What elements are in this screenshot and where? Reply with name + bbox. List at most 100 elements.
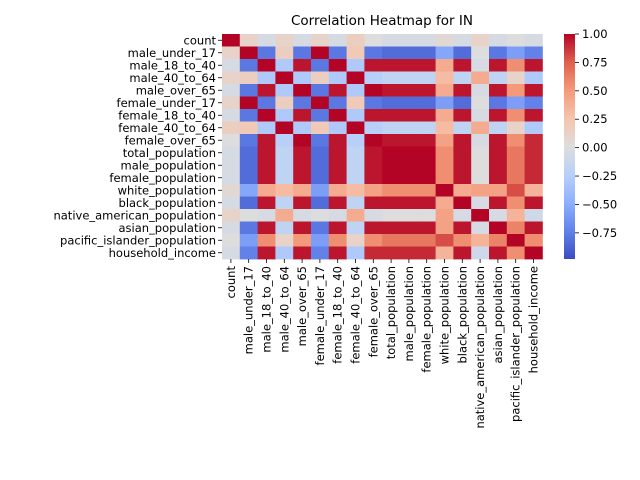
heatmap-cell-white_population-female_40_to_64 bbox=[346, 184, 365, 197]
heatmap-cell-male_40_to_64-male_40_to_64 bbox=[275, 71, 294, 85]
heatmap-cell-male_over_65-female_population bbox=[417, 84, 436, 97]
heatmap-cell-female_40_to_64-pacific_islander_population bbox=[506, 121, 525, 135]
heatmap-cell-female_40_to_64-asian_population bbox=[489, 121, 508, 135]
heatmap-cell-male_over_65-total_population bbox=[382, 84, 401, 97]
heatmap-cell-female_population-native_american_population bbox=[471, 171, 490, 185]
heatmap-cell-male_over_65-male_population bbox=[400, 84, 419, 97]
x-tick-label-female_over_65: female_over_65 bbox=[366, 266, 380, 357]
heatmap-cell-pacific_islander_population-female_population bbox=[417, 234, 436, 247]
heatmap-cell-male_population-asian_population bbox=[489, 159, 508, 172]
heatmap-cell-count-asian_population bbox=[489, 34, 508, 47]
heatmap-cell-female_under_17-male_population bbox=[400, 96, 419, 110]
heatmap-cell-male_under_17-pacific_islander_population bbox=[506, 46, 525, 60]
heatmap-cell-female_population-count bbox=[222, 171, 241, 185]
heatmap-cell-male_40_to_64-male_18_to_40 bbox=[257, 71, 276, 85]
heatmap-cell-count-male_under_17 bbox=[239, 34, 258, 47]
heatmap-cell-female_18_to_40-male_over_65 bbox=[293, 109, 312, 122]
y-tick-label-female_40_to_64: female_40_to_64 bbox=[118, 121, 216, 135]
heatmap-cell-male_40_to_64-count bbox=[222, 71, 241, 85]
heatmap-cell-total_population-male_under_17 bbox=[239, 146, 258, 160]
heatmap-cell-black_population-household_income bbox=[524, 196, 543, 210]
heatmap-cell-male_population-male_40_to_64 bbox=[275, 159, 294, 172]
heatmap-cell-female_18_to_40-female_over_65 bbox=[364, 109, 383, 122]
heatmap-cell-total_population-male_population bbox=[400, 146, 419, 160]
heatmap-cell-male_40_to_64-male_over_65 bbox=[293, 71, 312, 85]
colorbar-tick-label: 0.25 bbox=[582, 112, 608, 126]
x-tick-label-male_population: male_population bbox=[402, 266, 416, 361]
heatmap-cell-male_18_to_40-male_18_to_40 bbox=[257, 59, 276, 72]
heatmap-cell-female_18_to_40-male_under_17 bbox=[239, 109, 258, 122]
heatmap-cell-white_population-male_population bbox=[400, 184, 419, 197]
heatmap-cell-male_under_17-male_40_to_64 bbox=[275, 46, 294, 60]
heatmap-cell-count-female_population bbox=[417, 34, 436, 47]
heatmap-cell-white_population-count bbox=[222, 184, 241, 197]
heatmap-cell-male_18_to_40-female_over_65 bbox=[364, 59, 383, 72]
heatmap-cell-female_40_to_64-household_income bbox=[524, 121, 543, 135]
heatmap-cell-male_population-female_under_17 bbox=[311, 159, 330, 172]
x-tick-label-female_under_17: female_under_17 bbox=[313, 266, 327, 365]
x-tick-label-white_population: white_population bbox=[438, 266, 452, 364]
x-axis-tick-labels: count male_under_17 male_18_to_40 male_40_t… bbox=[224, 259, 541, 429]
heatmap-cell-native_american_population-white_population bbox=[435, 209, 454, 222]
heatmap-cell-male_population-male_under_17 bbox=[239, 159, 258, 172]
heatmap-cell-total_population-female_over_65 bbox=[364, 146, 383, 160]
heatmap-cell-native_american_population-native_american_population bbox=[471, 209, 490, 222]
heatmap-cell-native_american_population-female_under_17 bbox=[311, 209, 330, 222]
colorbar-tick-label: 1.00 bbox=[582, 27, 608, 41]
heatmap-cell-male_40_to_64-black_population bbox=[453, 71, 472, 85]
heatmap-cell-male_population-native_american_population bbox=[471, 159, 490, 172]
heatmap-cell-black_population-female_under_17 bbox=[311, 196, 330, 210]
x-tick-label-asian_population: asian_population bbox=[491, 266, 505, 364]
heatmap-cell-household_income-pacific_islander_population bbox=[506, 246, 525, 260]
heatmap-cell-native_american_population-male_under_17 bbox=[239, 209, 258, 222]
heatmap-cell-female_population-male_40_to_64 bbox=[275, 171, 294, 185]
heatmap-cell-black_population-asian_population bbox=[489, 196, 508, 210]
heatmap-cell-female_18_to_40-female_40_to_64 bbox=[346, 109, 365, 122]
heatmap-cell-count-female_40_to_64 bbox=[346, 34, 365, 47]
x-tick-label-black_population: black_population bbox=[455, 266, 469, 363]
x-tick-label-male_40_to_64: male_40_to_64 bbox=[277, 266, 291, 353]
colorbar-tick-label: 0.75 bbox=[582, 55, 608, 69]
heatmap-cell-male_population-female_over_65 bbox=[364, 159, 383, 172]
heatmap-cell-count-female_under_17 bbox=[311, 34, 330, 47]
heatmap-cell-female_under_17-female_18_to_40 bbox=[328, 96, 347, 110]
heatmap-cell-asian_population-female_40_to_64 bbox=[346, 221, 365, 235]
heatmap-cell-male_40_to_64-female_under_17 bbox=[311, 71, 330, 85]
heatmap-cell-male_over_65-white_population bbox=[435, 84, 454, 97]
heatmap-cell-male_over_65-native_american_population bbox=[471, 84, 490, 97]
heatmap-cell-pacific_islander_population-native_american_population bbox=[471, 234, 490, 247]
x-tick-label-female_18_to_40: female_18_to_40 bbox=[331, 266, 345, 364]
heatmap-cell-female_over_65-asian_population bbox=[489, 134, 508, 147]
heatmap-cell-male_40_to_64-white_population bbox=[435, 71, 454, 85]
heatmap-cell-female_18_to_40-female_18_to_40 bbox=[328, 109, 347, 122]
heatmap-cell-total_population-male_40_to_64 bbox=[275, 146, 294, 160]
heatmap-cell-black_population-black_population bbox=[453, 196, 472, 210]
heatmap-cell-female_under_17-white_population bbox=[435, 96, 454, 110]
colorbar-tick-label: −0.75 bbox=[582, 226, 617, 240]
heatmap-cell-female_40_to_64-total_population bbox=[382, 121, 401, 135]
heatmap-cell-household_income-female_over_65 bbox=[364, 246, 383, 260]
heatmap-cell-male_40_to_64-male_population bbox=[400, 71, 419, 85]
x-tick-label-male_over_65: male_over_65 bbox=[295, 266, 309, 346]
heatmap-cell-female_18_to_40-count bbox=[222, 109, 241, 122]
heatmap-cell-household_income-count bbox=[222, 246, 241, 260]
y-tick-label-total_population: total_population bbox=[123, 146, 216, 160]
x-tick-label-pacific_islander_population: pacific_islander_population bbox=[509, 266, 523, 422]
heatmap-cell-native_american_population-female_18_to_40 bbox=[328, 209, 347, 222]
y-tick-label-native_american_population: native_american_population bbox=[53, 208, 216, 222]
heatmap-cell-native_american_population-female_over_65 bbox=[364, 209, 383, 222]
heatmap-cell-female_over_65-pacific_islander_population bbox=[506, 134, 525, 147]
heatmap-cell-household_income-female_under_17 bbox=[311, 246, 330, 260]
heatmap-cell-white_population-male_over_65 bbox=[293, 184, 312, 197]
heatmap-cell-male_over_65-female_18_to_40 bbox=[328, 84, 347, 97]
heatmap-cell-asian_population-male_18_to_40 bbox=[257, 221, 276, 235]
heatmap-cell-count-white_population bbox=[435, 34, 454, 47]
heatmap-cell-female_population-male_18_to_40 bbox=[257, 171, 276, 185]
heatmap-cell-male_over_65-female_over_65 bbox=[364, 84, 383, 97]
heatmap-cell-male_population-count bbox=[222, 159, 241, 172]
heatmap-cell-asian_population-asian_population bbox=[489, 221, 508, 235]
y-tick-label-female_18_to_40: female_18_to_40 bbox=[118, 108, 216, 122]
heatmap-cell-white_population-black_population bbox=[453, 184, 472, 197]
heatmap-cell-female_40_to_64-female_population bbox=[417, 121, 436, 135]
heatmap-cell-female_under_17-total_population bbox=[382, 96, 401, 110]
